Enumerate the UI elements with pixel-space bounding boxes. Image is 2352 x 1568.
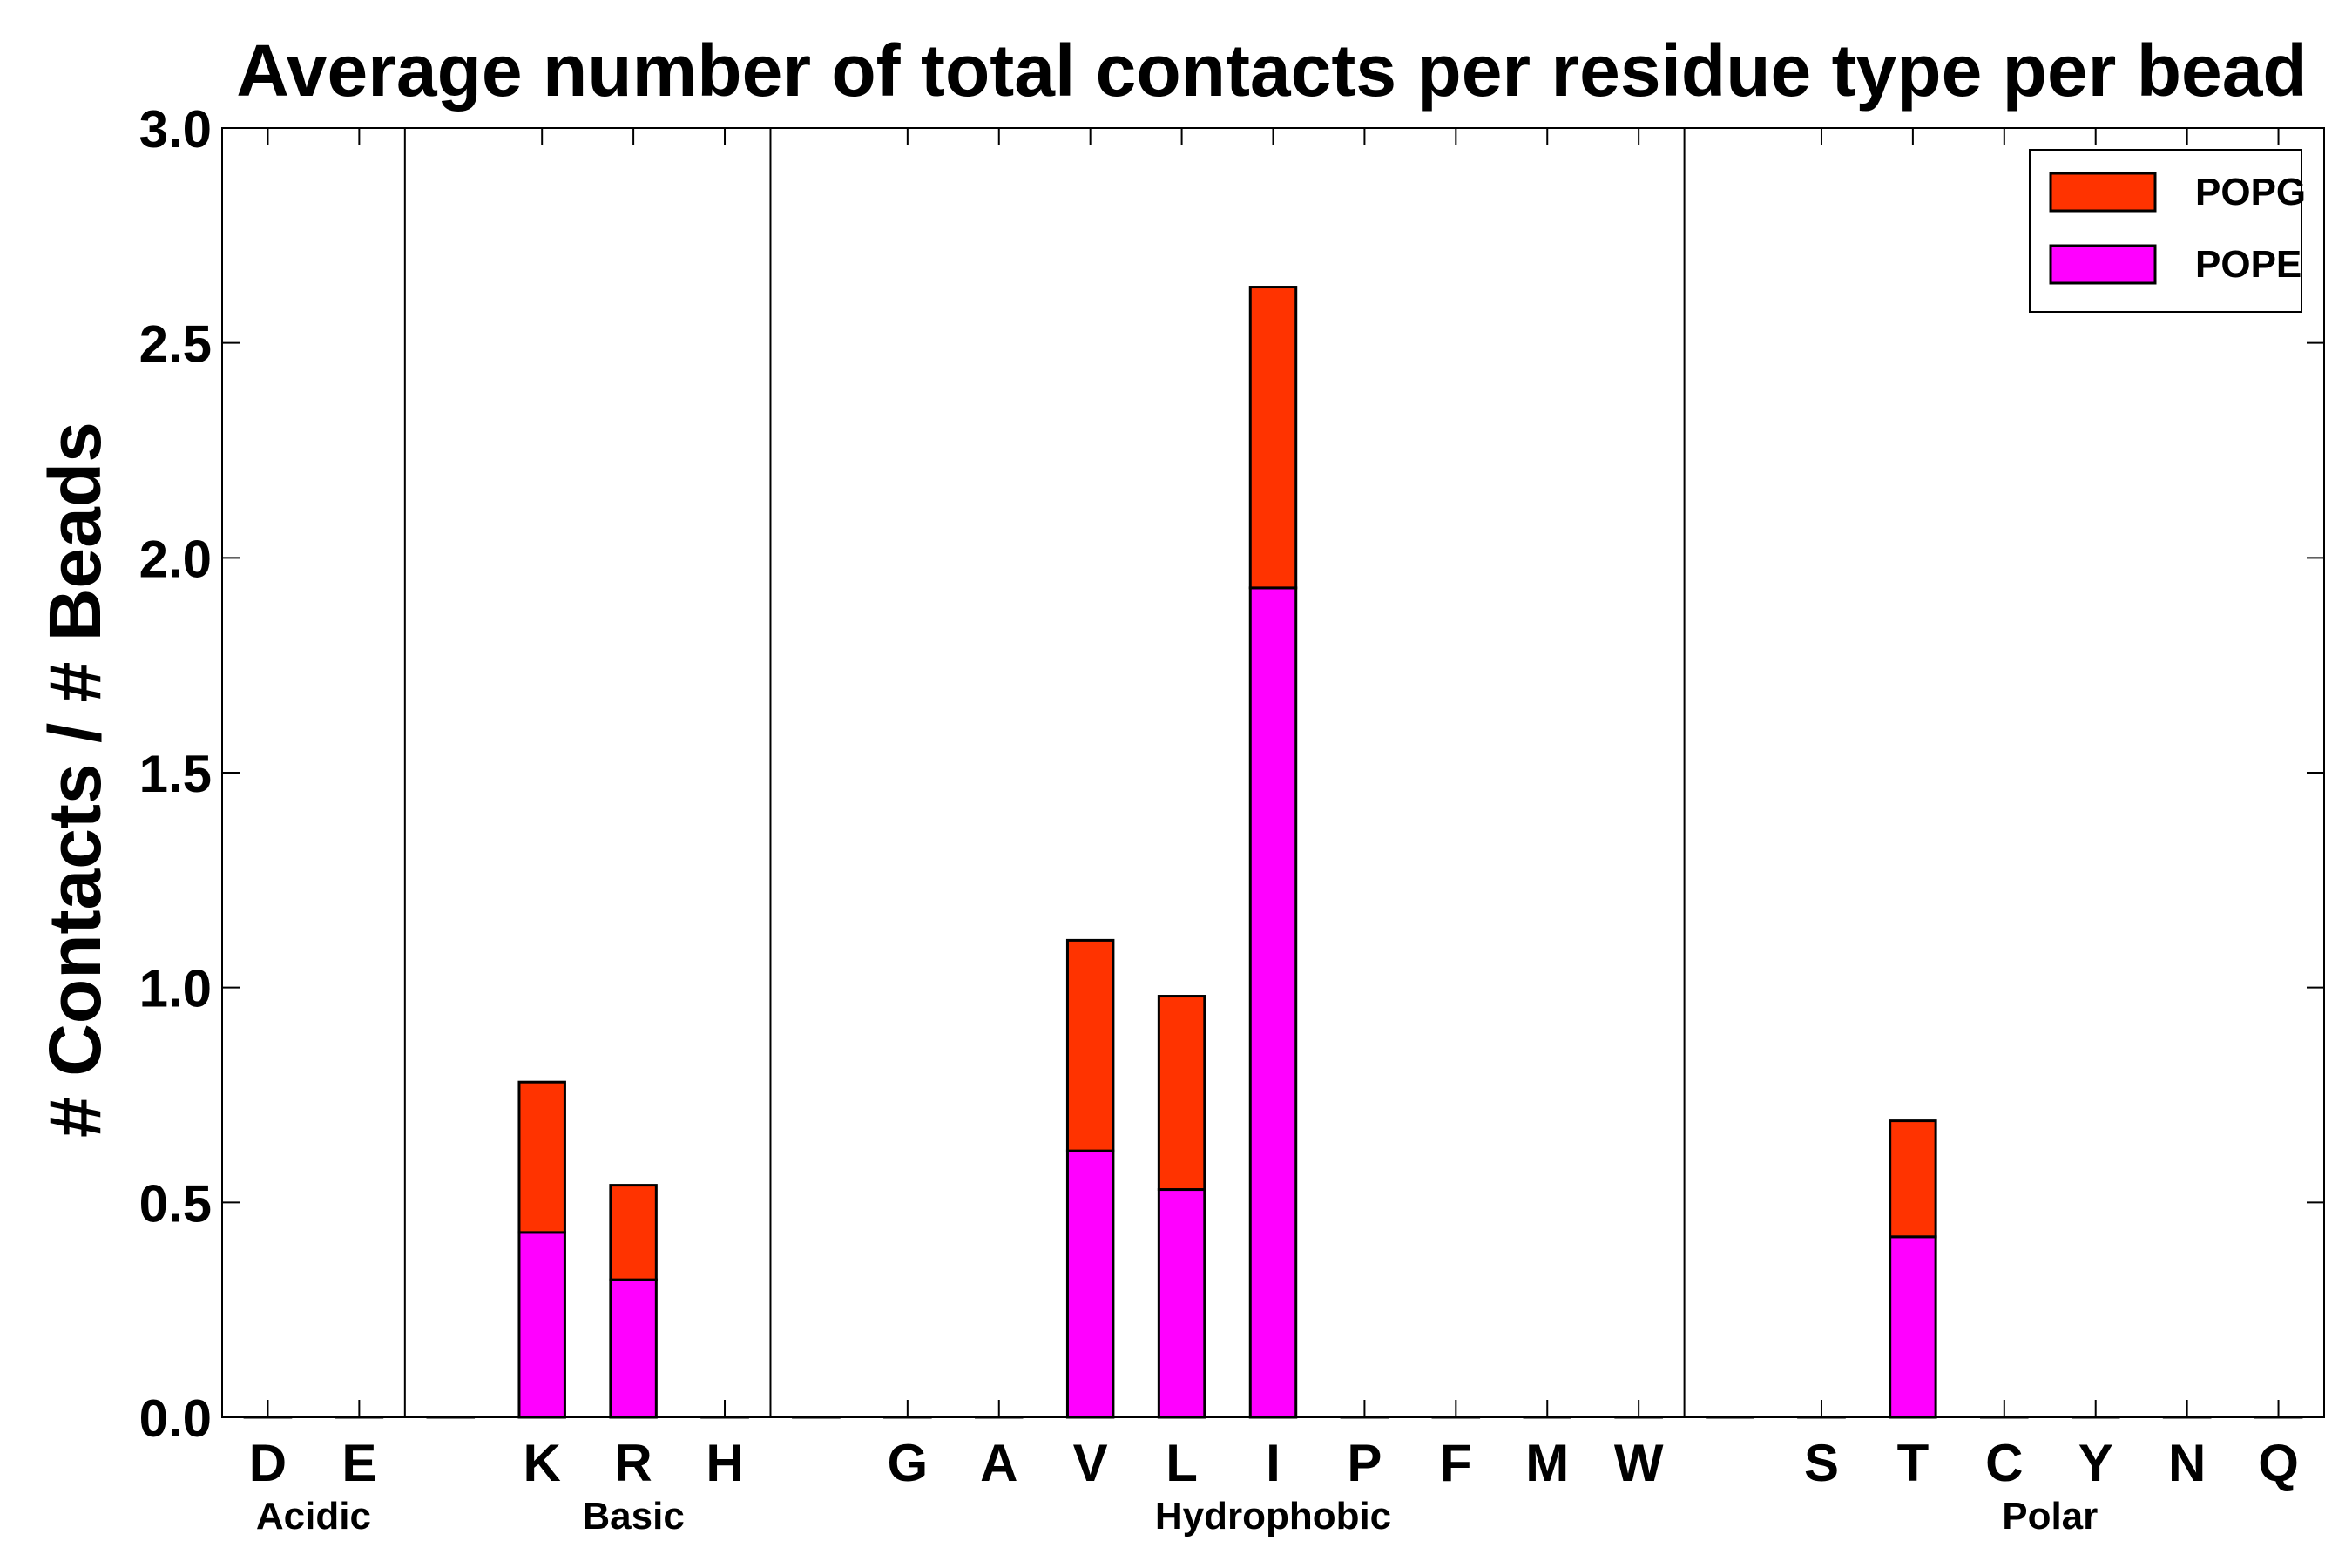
group-label-acidic: Acidic [256,1495,371,1538]
bar-pope-I [1248,586,1298,1419]
legend-swatch-pope [2049,244,2157,285]
x-tick-label-T: T [1897,1434,1930,1492]
y-tick-label-3: 1.5 [139,745,212,803]
x-tick-label-I: I [1266,1434,1281,1492]
x-tick-label-V: V [1073,1434,1108,1492]
bar-pope-T [1889,1235,1937,1419]
x-tick-label-Y: Y [2078,1434,2113,1492]
x-tick-label-Q: Q [2258,1434,2299,1492]
group-label-polar: Polar [2002,1495,2098,1538]
y-tick-label-5: 2.5 [139,315,212,374]
x-tick-label-D: D [249,1434,287,1492]
x-tick-label-S: S [1804,1434,1839,1492]
bar-popg-T [1889,1119,1937,1239]
legend-label-pope: POPE [2195,243,2301,286]
y-tick-label-1: 0.5 [139,1174,212,1233]
bar-pope-K [517,1231,566,1419]
legend-swatch-popg [2049,172,2157,213]
y-tick-label-2: 1.0 [139,960,212,1018]
bar-popg-R [609,1184,658,1281]
x-tick-label-W: W [1614,1434,1664,1492]
group-label-hydrophobic: Hydrophobic [1155,1495,1391,1538]
x-tick-label-H: H [706,1434,743,1492]
x-tick-label-A: A [980,1434,1017,1492]
y-tick-label-0: 0.0 [139,1389,212,1448]
legend-label-popg: POPG [2195,171,2306,213]
x-tick-label-R: R [614,1434,652,1492]
y-tick-label-4: 2.0 [139,530,212,588]
bar-popg-K [517,1080,566,1234]
plot-area: 0.0 0.5 1.0 1.5 2.0 2.5 3.0 D E K R H G A V L I P F M W S T C Y N… [139,100,2325,1538]
x-tick-label-M: M [1525,1434,1569,1492]
x-tick-label-P: P [1347,1434,1382,1492]
x-tick-label-F: F [1440,1434,1472,1492]
bar-pope-V [1065,1149,1115,1419]
y-tick-label-6: 3.0 [139,100,212,159]
bar-pope-L [1157,1188,1206,1419]
y-axis-label: # Contacts / # Beads [34,422,116,1138]
bar-popg-L [1157,995,1206,1192]
x-tick-label-C: C [1985,1434,2023,1492]
legend: POPG POPE [2029,149,2306,313]
x-tick-label-G: G [888,1434,929,1492]
x-tick-label-K: K [524,1434,561,1492]
bar-popg-V [1065,938,1115,1152]
group-label-basic: Basic [582,1495,684,1538]
x-tick-label-E: E [341,1434,376,1492]
chart-title: Average number of total contacts per res… [236,30,2308,112]
bar-popg-I [1248,286,1298,590]
x-tick-label-N: N [2168,1434,2206,1492]
x-tick-label-L: L [1166,1434,1198,1492]
bar-pope-R [609,1278,658,1419]
